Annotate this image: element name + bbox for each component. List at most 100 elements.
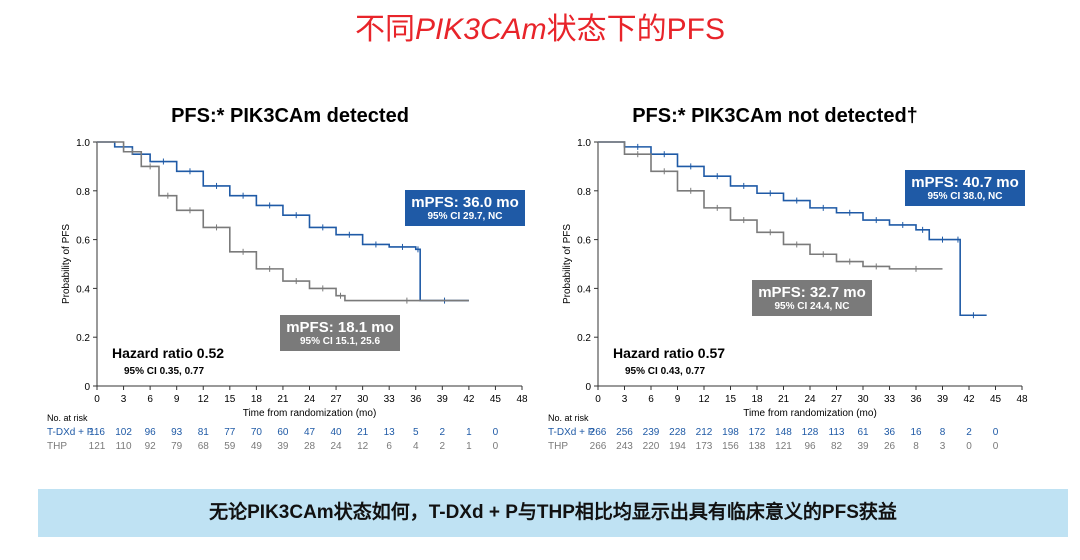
x-tick-label: 33: [384, 394, 396, 405]
at-risk-count: 6: [386, 441, 392, 452]
at-risk-count: 116: [89, 427, 105, 438]
at-risk-count: 243: [616, 441, 633, 452]
x-tick-label: 0: [595, 394, 601, 405]
median-pfs: mPFS: 40.7 mo: [911, 174, 1019, 191]
median-ci: 95% CI 24.4, NC: [774, 301, 850, 312]
at-risk-count: 79: [171, 441, 183, 452]
at-risk-group: T-DXd + P: [47, 427, 94, 438]
at-risk-count: 102: [115, 427, 132, 438]
at-risk-count: 156: [722, 441, 739, 452]
y-tick-label: 1.0: [76, 138, 90, 149]
x-tick-label: 21: [277, 394, 289, 405]
at-risk-count: 128: [802, 427, 819, 438]
at-risk-count: 2: [440, 441, 446, 452]
at-risk-count: 2: [966, 427, 972, 438]
x-tick-label: 15: [725, 394, 737, 405]
x-tick-label: 9: [675, 394, 681, 405]
x-tick-label: 48: [1016, 394, 1028, 405]
median-ci: 95% CI 15.1, 25.6: [299, 336, 381, 347]
x-tick-label: 3: [121, 394, 127, 405]
at-risk-count: 121: [775, 441, 792, 452]
x-tick-label: 36: [410, 394, 422, 405]
at-risk-count: 172: [749, 427, 766, 438]
at-risk-count: 0: [493, 427, 499, 438]
x-tick-label: 45: [990, 394, 1002, 405]
x-tick-label: 18: [751, 394, 763, 405]
at-risk-count: 194: [669, 441, 686, 452]
at-risk-count: 3: [940, 441, 946, 452]
y-tick-label: 0: [585, 382, 591, 393]
at-risk-count: 113: [829, 427, 845, 438]
x-tick-label: 42: [963, 394, 975, 405]
at-risk-count: 92: [145, 441, 157, 452]
x-tick-label: 12: [198, 394, 210, 405]
x-tick-label: 3: [622, 394, 628, 405]
at-risk-count: 0: [993, 441, 999, 452]
chart-title: PFS:* PIK3CAm not detected†: [632, 105, 918, 127]
at-risk-count: 0: [993, 427, 999, 438]
x-tick-label: 27: [331, 394, 343, 405]
at-risk-group: THP: [548, 441, 568, 452]
chart-title: PFS:* PIK3CAm detected: [171, 105, 409, 127]
at-risk-count: 59: [224, 441, 236, 452]
x-tick-label: 15: [224, 394, 236, 405]
at-risk-count: 1: [466, 441, 472, 452]
x-tick-label: 30: [857, 394, 869, 405]
at-risk-count: 1: [466, 427, 472, 438]
km-curve-tdxd: [598, 141, 987, 317]
median-pfs: mPFS: 36.0 mo: [411, 194, 519, 211]
conclusion-banner: 无论PIK3CAm状态如何，T-DXd + P与THP相比均显示出具有临床意义的…: [38, 489, 1068, 537]
y-axis-label: Probability of PFS: [61, 224, 72, 304]
at-risk-count: 110: [116, 441, 132, 452]
x-tick-label: 9: [174, 394, 180, 405]
median-pfs-box: mPFS: 40.7 mo 95% CI 38.0, NC: [905, 170, 1025, 206]
at-risk-count: 121: [89, 441, 106, 452]
median-pfs: mPFS: 18.1 mo: [286, 319, 394, 336]
at-risk-count: 148: [775, 427, 792, 438]
y-axis-label: Probability of PFS: [562, 224, 573, 304]
x-tick-label: 18: [251, 394, 263, 405]
hazard-ratio-ci: 95% CI 0.35, 0.77: [124, 366, 204, 377]
at-risk-count: 24: [331, 441, 343, 452]
y-tick-label: 0.8: [76, 187, 90, 198]
at-risk-count: 220: [643, 441, 660, 452]
at-risk-count: 93: [171, 427, 183, 438]
at-risk-count: 36: [884, 427, 896, 438]
at-risk-count: 8: [940, 427, 946, 438]
x-tick-label: 6: [147, 394, 153, 405]
at-risk-label: No. at risk: [47, 413, 88, 423]
at-risk-count: 0: [966, 441, 972, 452]
y-tick-label: 0.4: [577, 284, 591, 295]
y-tick-label: 0.2: [76, 333, 90, 344]
at-risk-count: 228: [669, 427, 686, 438]
at-risk-count: 81: [198, 427, 210, 438]
at-risk-count: 8: [913, 441, 919, 452]
at-risk-count: 39: [857, 441, 869, 452]
median-pfs: mPFS: 32.7 mo: [758, 284, 866, 301]
at-risk-count: 96: [145, 427, 157, 438]
median-pfs-box: mPFS: 18.1 mo 95% CI 15.1, 25.6: [280, 315, 400, 351]
y-tick-label: 0.6: [577, 236, 591, 247]
x-tick-label: 36: [910, 394, 922, 405]
at-risk-count: 266: [590, 427, 607, 438]
at-risk-count: 12: [357, 441, 369, 452]
at-risk-count: 39: [277, 441, 289, 452]
x-axis-label: Time from randomization (mo): [243, 408, 377, 419]
at-risk-count: 96: [804, 441, 816, 452]
at-risk-count: 77: [224, 427, 236, 438]
x-tick-label: 21: [778, 394, 790, 405]
x-tick-label: 12: [698, 394, 710, 405]
at-risk-count: 61: [857, 427, 869, 438]
at-risk-count: 256: [616, 427, 633, 438]
slide-title: 不同PIK3CAm状态下的PFS: [354, 13, 726, 46]
y-tick-label: 0: [84, 382, 90, 393]
at-risk-count: 2: [440, 427, 446, 438]
median-pfs-box: mPFS: 36.0 mo 95% CI 29.7, NC: [405, 190, 525, 226]
x-tick-label: 48: [516, 394, 528, 405]
x-tick-label: 39: [937, 394, 949, 405]
at-risk-count: 198: [722, 427, 739, 438]
y-tick-label: 0.4: [76, 284, 90, 295]
y-tick-label: 1.0: [577, 138, 591, 149]
x-axis-label: Time from randomization (mo): [743, 408, 877, 419]
